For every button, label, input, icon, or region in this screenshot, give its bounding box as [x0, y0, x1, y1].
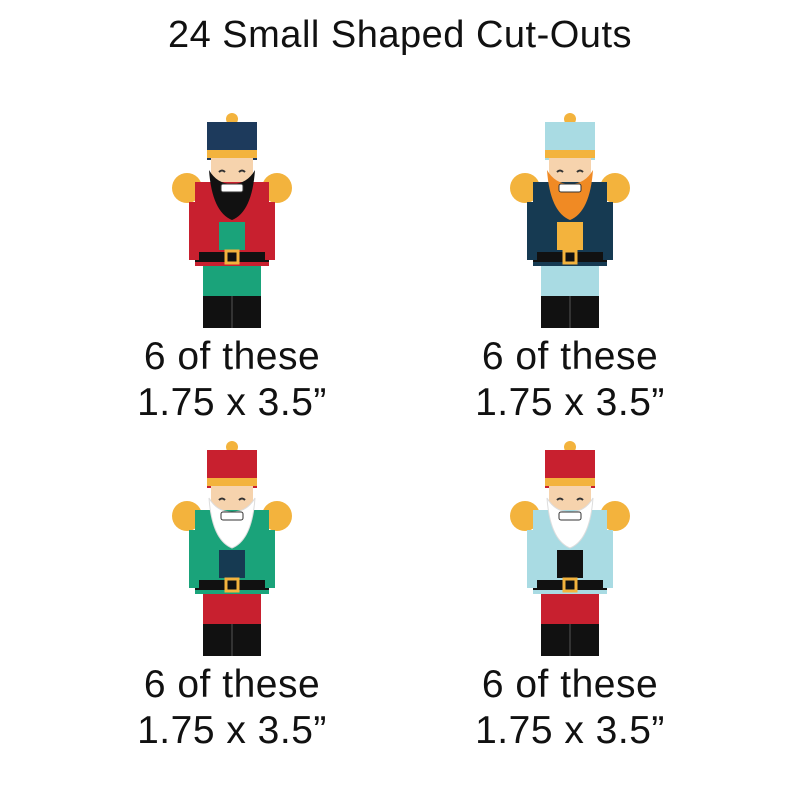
nutcracker-ginger-beard-illustration: [510, 113, 630, 328]
figure-parts: [510, 441, 630, 656]
quantity-label: 6 of these: [143, 335, 321, 378]
cutout-item: 6 of these 1.75 x 3.5”: [82, 112, 382, 426]
cutout-item: 6 of these 1.75 x 3.5”: [420, 112, 720, 426]
size-label: 1.75 x 3.5”: [137, 381, 327, 424]
size-label: 1.75 x 3.5”: [475, 709, 665, 752]
figure-parts: [172, 113, 292, 328]
nutcracker-soldier-illustration: [510, 441, 630, 656]
size-label: 1.75 x 3.5”: [137, 709, 327, 752]
quantity-label: 6 of these: [481, 335, 659, 378]
nutcracker-drummer-illustration: [172, 441, 292, 656]
nutcracker-king-illustration: [172, 113, 292, 328]
cutout-item: 6 of these 1.75 x 3.5”: [82, 440, 382, 754]
figure-parts: [172, 441, 292, 656]
size-label: 1.75 x 3.5”: [475, 381, 665, 424]
cutout-item: 6 of these 1.75 x 3.5”: [420, 440, 720, 754]
figure-parts: [510, 113, 630, 328]
quantity-label: 6 of these: [143, 663, 321, 706]
page-title: 24 Small Shaped Cut-Outs: [167, 14, 632, 56]
quantity-label: 6 of these: [481, 663, 659, 706]
